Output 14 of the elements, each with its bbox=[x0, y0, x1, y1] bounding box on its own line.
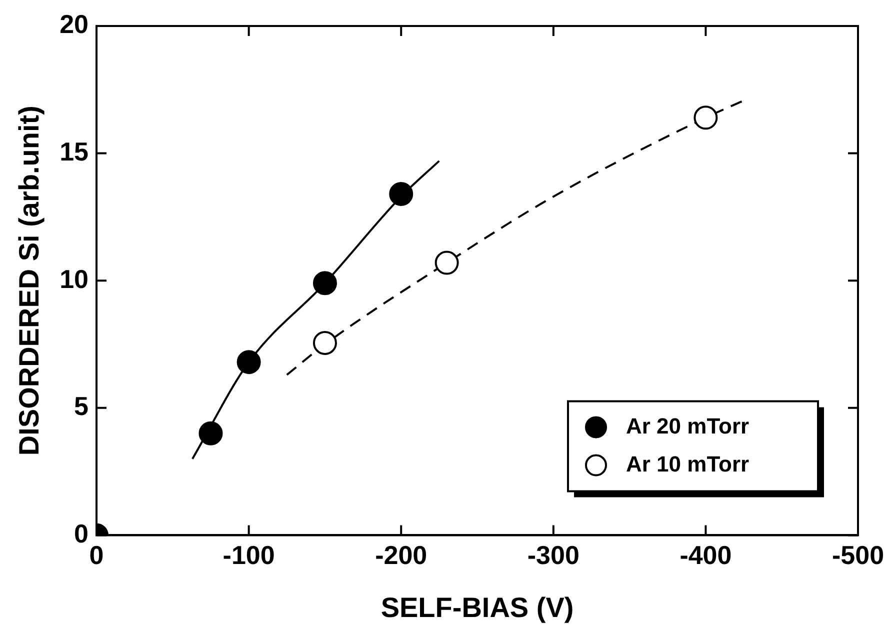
x-tick-label: -100 bbox=[222, 540, 275, 570]
y-axis-title: DISORDERED Si (arb.unit) bbox=[14, 106, 45, 456]
legend-label: Ar 10 mTorr bbox=[626, 451, 750, 476]
x-axis-title: SELF-BIAS (V) bbox=[380, 592, 574, 623]
y-tick-label: 10 bbox=[60, 264, 89, 294]
x-tick-label: -500 bbox=[832, 540, 884, 570]
legend-label: Ar 20 mTorr bbox=[626, 413, 750, 438]
x-tick-label: -300 bbox=[527, 540, 580, 570]
x-tick-label: -200 bbox=[375, 540, 428, 570]
y-tick-label: 15 bbox=[60, 136, 89, 166]
y-tick-label: 0 bbox=[74, 518, 89, 548]
y-tick-label: 5 bbox=[74, 391, 89, 422]
y-tick-label: 20 bbox=[60, 9, 89, 40]
x-tick-label: -400 bbox=[680, 540, 732, 570]
